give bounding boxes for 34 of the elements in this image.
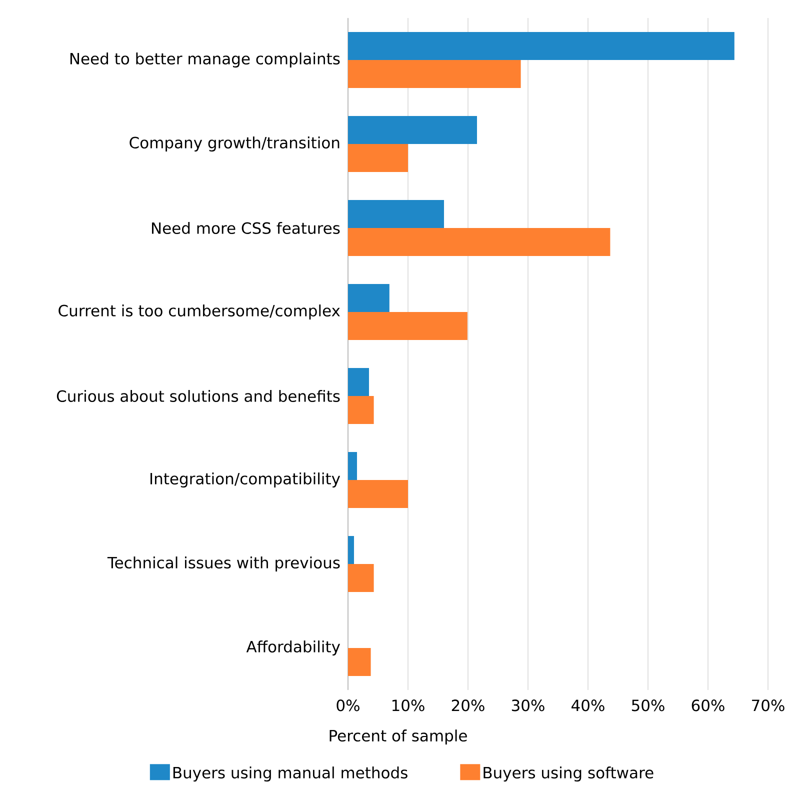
bar (348, 228, 610, 256)
bar (348, 452, 357, 480)
bar (348, 200, 444, 228)
bar (348, 312, 468, 340)
x-tick-label: 0% (336, 700, 360, 712)
x-tick-label: 10% (392, 700, 424, 712)
bar (348, 396, 374, 424)
bar (348, 284, 390, 312)
y-tick-label: Curious about solutions and benefits (56, 390, 340, 402)
x-tick-label: 20% (452, 700, 484, 712)
bar (348, 144, 408, 172)
x-tick-label: 40% (572, 700, 604, 712)
x-tick-label: 30% (512, 700, 544, 712)
y-tick-label: Affordability (246, 640, 340, 656)
y-tick-label: Need to better manage complaints (70, 52, 340, 68)
bar (348, 32, 734, 60)
y-tick-label: Current is too cumbersome/complex (58, 304, 340, 320)
x-tick-label: 60% (692, 700, 724, 712)
y-tick-label: Integration/compatibility (150, 472, 340, 488)
y-tick-label: Technical issues with previous (107, 556, 340, 572)
x-axis-title: Percent of sample (330, 730, 467, 745)
x-tick-label: 70% (752, 700, 784, 712)
bar (348, 564, 374, 592)
bar (348, 480, 408, 508)
legend-label: Buyers using software (484, 766, 654, 782)
legend-label: Buyers using manual methods (173, 766, 408, 782)
bar (348, 536, 354, 564)
bar (348, 648, 371, 676)
x-tick-label: 50% (632, 700, 664, 712)
y-tick-label: Need more CSS features (152, 222, 340, 234)
bar (348, 116, 477, 144)
bar (348, 368, 369, 396)
bar (348, 60, 521, 88)
y-tick-label: Company growth/transition (130, 136, 340, 152)
